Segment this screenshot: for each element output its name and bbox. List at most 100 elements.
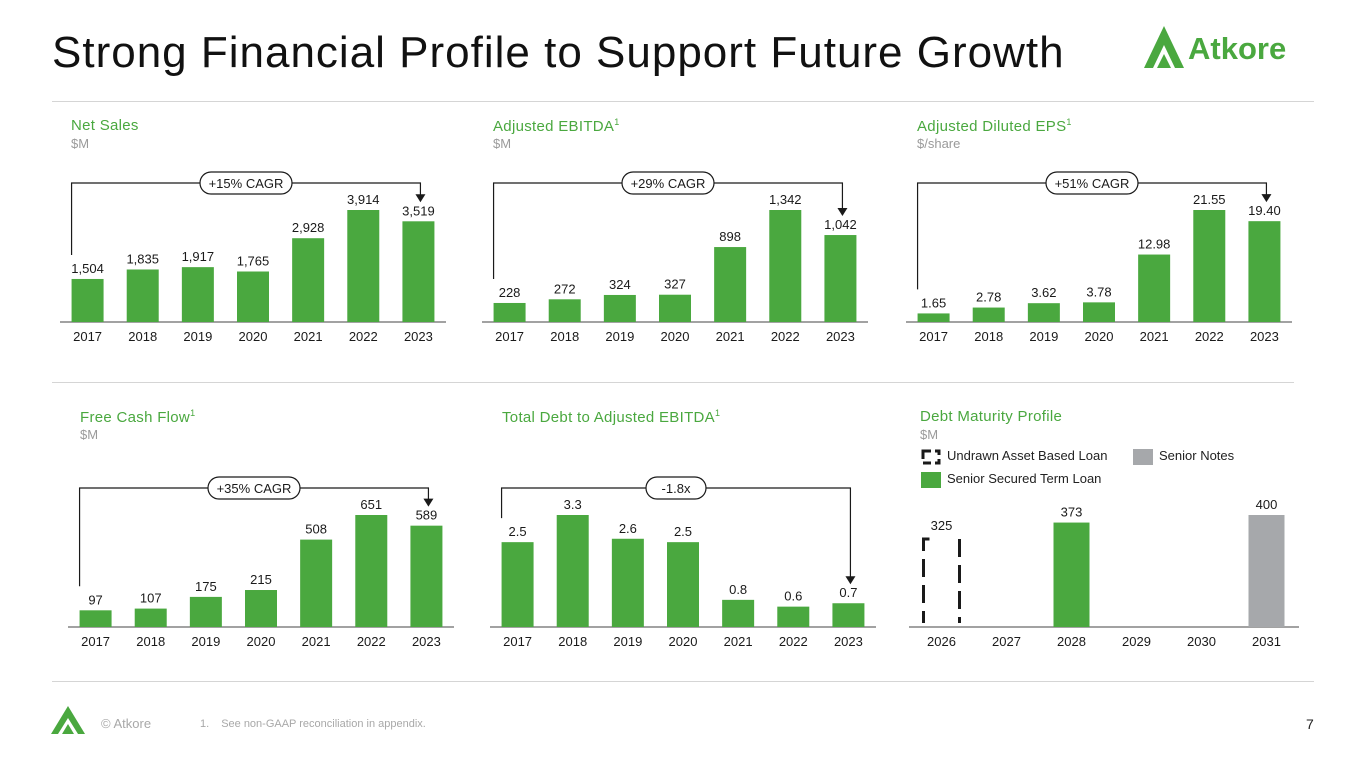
data-label-2019: 324 [609,277,631,292]
bar-2018 [556,515,589,627]
tick-label-2023: 2023 [826,329,855,344]
cagr-label: +35% CAGR [217,481,292,496]
tick-label-2019: 2019 [1029,329,1058,344]
bar-2018 [972,307,1005,322]
bar-2021 [722,599,755,627]
bar-2023 [824,235,857,322]
logo-text: Atkore [1188,31,1286,66]
tick-label-2023: 2023 [1250,329,1279,344]
tick-label-2020: 2020 [661,329,690,344]
title-divider [52,101,1314,102]
data-label-2017: 97 [88,592,102,607]
tick-label-2022: 2022 [357,634,386,649]
tick-label-2021: 2021 [716,329,745,344]
data-label-2019: 3.62 [1031,285,1056,300]
data-label-2023: 1,042 [824,217,857,232]
cagr-arrow-icon [1261,194,1272,203]
debt-maturity-title: Debt Maturity Profile [920,408,1063,425]
bar-2017 [917,313,950,322]
data-label-2026: 325 [931,518,953,533]
data-label-2021: 898 [719,229,741,244]
bar-2018 [126,269,159,322]
bar-2017 [493,302,526,322]
tick-label-2018: 2018 [558,634,587,649]
tick-label-2021: 2021 [302,634,331,649]
page-title: Strong Financial Profile to Support Futu… [52,28,1065,77]
data-label-2020: 215 [250,572,272,587]
debt-ebitda-chart: 2.5 2017 3.3 2018 2.6 2019 2.5 2020 0.8 2021 0.6 20… [490,476,876,649]
tick-label-2019: 2019 [613,634,642,649]
undrawn-swatch-icon [921,449,941,465]
tick-label-2020: 2020 [669,634,698,649]
tick-label-2020: 2020 [247,634,276,649]
data-label-2018: 1,835 [126,251,159,266]
logo-mark-icon [1144,26,1184,68]
atkore-logo: Atkore [1144,26,1286,68]
bar-2022 [769,210,802,322]
page-number: 7 [1306,716,1314,732]
data-label-2021: 2,928 [292,220,325,235]
bar-2019 [603,294,636,322]
adj-ebitda-chart: 228 2017 272 2018 324 2019 327 2020 898 2021 1,342… [482,171,868,344]
cagr-arrow-icon [837,208,848,217]
tick-label-2023: 2023 [404,329,433,344]
data-label-2020: 3.78 [1086,284,1111,299]
tick-label-2029: 2029 [1122,634,1151,649]
bar-2020 [237,271,269,322]
cagr-label: +15% CAGR [209,176,284,191]
legend-undrawn: Undrawn Asset Based Loan [921,448,1107,465]
data-label-2031: 400 [1256,497,1278,512]
debt-ebitda-title: Total Debt to Adjusted EBITDA1 [502,408,721,426]
data-label-2021: 12.98 [1138,237,1171,252]
data-label-2028: 373 [1061,505,1083,520]
footnote: 1. See non-GAAP reconciliation in appendi… [200,718,426,730]
bar-2018 [548,299,581,322]
bar-2019 [181,267,214,322]
adj-eps-title: Adjusted Diluted EPS1 [917,117,1072,135]
tick-label-2018: 2018 [974,329,1003,344]
cagr-arrow-icon [845,576,856,585]
data-label-2018: 3.3 [564,497,582,512]
tick-label-2021: 2021 [724,634,753,649]
fcf-chart: 97 2017 107 2018 175 2019 215 2020 508 2021 651 202… [68,476,454,649]
bar-2023 [410,525,443,627]
bar-2023 [402,221,435,322]
tick-label-2017: 2017 [503,634,532,649]
cagr-label: +51% CAGR [1055,176,1130,191]
net-sales-title: Net Sales [71,117,139,134]
tick-label-2018: 2018 [136,634,165,649]
bar-2028 [1053,522,1090,627]
data-label-2023: 589 [416,508,438,523]
tick-label-2021: 2021 [294,329,323,344]
data-label-2023: 0.7 [839,585,857,600]
legend-senior-notes: Senior Notes [1133,448,1234,465]
fcf-unit: $M [80,427,99,442]
data-label-2019: 1,917 [182,249,215,264]
cagr-label: -1.8x [662,481,691,496]
bar-2020 [1083,302,1115,322]
bar-undrawn-2026 [922,537,961,623]
data-label-2022: 651 [360,497,382,512]
data-label-2018: 107 [140,591,162,606]
tick-label-2030: 2030 [1187,634,1216,649]
data-label-2023: 3,519 [402,203,435,218]
debt-maturity-chart: 325 2026 2027 373 2028 2029 2030 400 2031 [909,497,1299,649]
data-label-2017: 228 [499,285,521,300]
bar-2017 [79,610,112,627]
senior-notes-swatch-icon [1133,448,1153,465]
bar-2019 [611,538,644,627]
tick-label-2019: 2019 [605,329,634,344]
tick-label-2020: 2020 [239,329,268,344]
data-label-2019: 2.6 [619,521,637,536]
tick-label-2026: 2026 [927,634,956,649]
bar-2021 [292,238,325,322]
bar-2021 [1138,254,1171,322]
adj-ebitda-title: Adjusted EBITDA1 [493,117,620,135]
data-label-2022: 1,342 [769,192,802,207]
tick-label-2022: 2022 [349,329,378,344]
net-sales-chart: 1,504 2017 1,835 2018 1,917 2019 1,765 2020 2,92… [60,171,446,344]
tick-label-2023: 2023 [834,634,863,649]
data-label-2022: 21.55 [1193,192,1226,207]
bar-2019 [189,596,222,627]
bar-2021 [300,539,333,627]
